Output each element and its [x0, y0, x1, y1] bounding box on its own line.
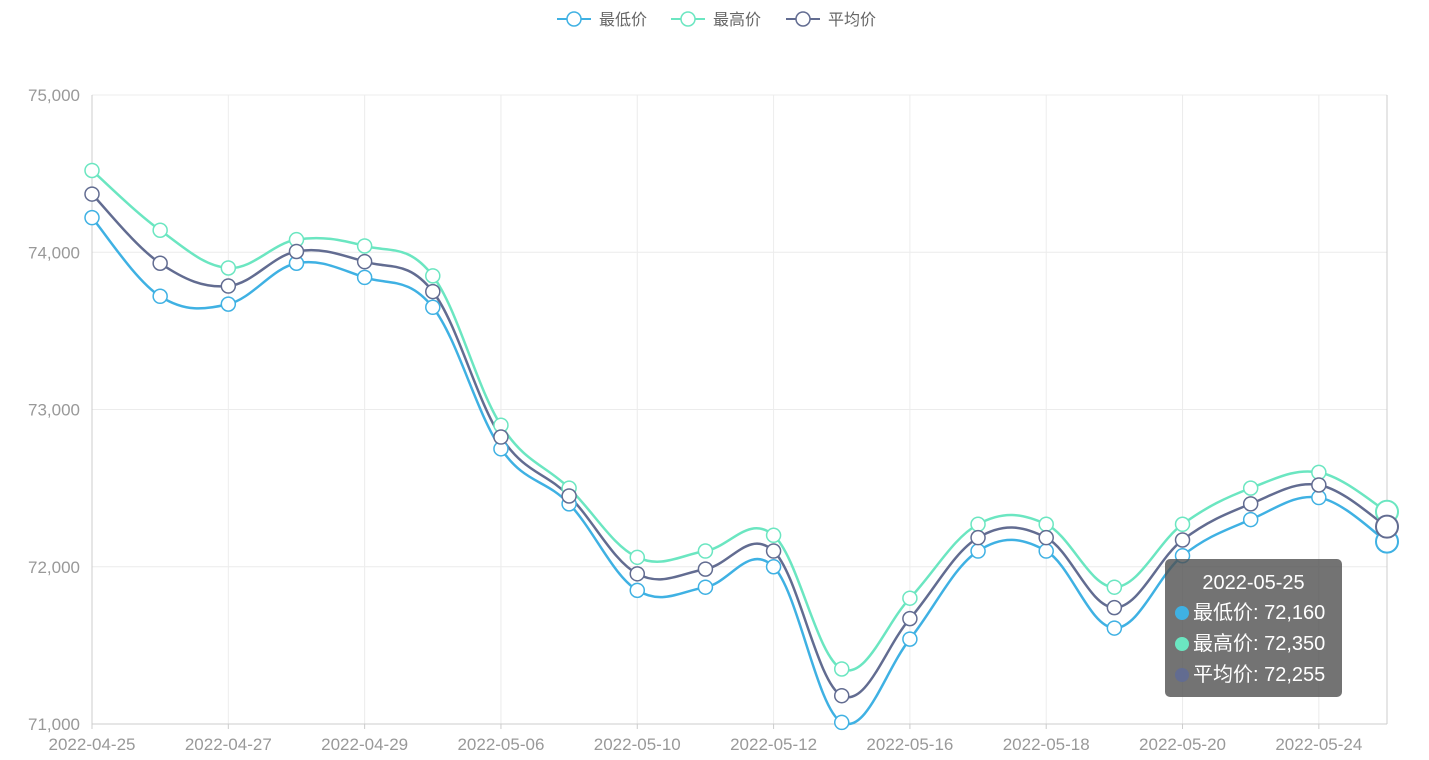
- data-point: [1174, 516, 1191, 533]
- data-point: [629, 582, 646, 599]
- series-line-1: [91, 216, 1388, 726]
- data-point: [1242, 480, 1259, 496]
- y-tick-label: 72,000: [28, 558, 80, 577]
- tooltip-row-avg: 平均价: 72,255: [1175, 660, 1342, 691]
- data-point: [220, 296, 237, 312]
- data-point: [152, 222, 168, 238]
- legend[interactable]: 最低价 最高价 平均价: [557, 11, 876, 29]
- data-point: [356, 238, 373, 254]
- tooltip-row-max: 最高价: 72,350: [1175, 629, 1342, 660]
- data-point: [697, 543, 714, 559]
- data-point: [84, 162, 100, 179]
- data-point: [425, 299, 441, 316]
- y-tick-label: 75,000: [28, 86, 80, 105]
- x-tick-label: 2022-04-27: [185, 735, 272, 754]
- data-point: [902, 610, 918, 627]
- data-point: [1038, 529, 1054, 546]
- tooltip-row-min: 最低价: 72,160: [1175, 598, 1342, 629]
- data-point: [629, 566, 646, 582]
- data-point: [1242, 496, 1259, 512]
- data-point: [902, 631, 918, 647]
- series-line-3: [91, 193, 1388, 699]
- data-point: [561, 488, 577, 504]
- tooltip-title: 2022-05-25: [1202, 572, 1305, 594]
- data-point: [697, 579, 714, 595]
- tooltip-label-max: 最高价: 72,350: [1193, 633, 1326, 655]
- axes: 71,000 72,000 73,000 74,000 75,000 2022-04-25…: [28, 86, 1388, 754]
- data-point: [84, 186, 100, 202]
- data-point: [970, 529, 986, 546]
- x-tick-label: 2022-05-20: [1139, 735, 1226, 754]
- data-point: [629, 549, 646, 566]
- data-point: [356, 269, 373, 286]
- x-tick-label: 2022-05-10: [594, 735, 681, 754]
- series-line-2: [91, 169, 1388, 672]
- y-tick-label: 74,000: [28, 243, 80, 262]
- x-tick-label: 2022-05-12: [730, 735, 817, 754]
- data-point: [220, 260, 237, 276]
- legend-label: 平均价: [828, 11, 876, 29]
- tooltip-dot-avg: [1175, 668, 1189, 682]
- data-point: [1038, 543, 1054, 559]
- legend-label: 最高价: [713, 11, 761, 29]
- data-point: [765, 527, 782, 544]
- data-point: [493, 429, 509, 445]
- tooltip: 2022-05-25 最低价: 72,160 最高价: 72,350 平均价: …: [1165, 559, 1342, 697]
- data-point: [1106, 620, 1123, 636]
- y-tick-label: 71,000: [28, 715, 80, 734]
- data-point: [902, 590, 918, 606]
- data-point: [765, 543, 782, 559]
- data-point: [220, 278, 237, 294]
- legend-circle-icon: [680, 11, 696, 27]
- tooltip-dot-min: [1175, 606, 1189, 620]
- data-point: [833, 687, 850, 704]
- legend-item-3[interactable]: 平均价: [786, 11, 876, 29]
- data-point: [1242, 511, 1259, 528]
- x-tick-label: 2022-04-25: [49, 735, 136, 754]
- data-point: [152, 255, 168, 272]
- data-point: [697, 561, 714, 577]
- data-point: [970, 516, 986, 533]
- tooltip-label-avg: 平均价: 72,255: [1193, 664, 1326, 686]
- legend-circle-icon: [566, 11, 582, 27]
- x-tick-label: 2022-05-24: [1275, 735, 1362, 754]
- data-point: [1375, 514, 1399, 539]
- x-tick-label: 2022-05-18: [1003, 735, 1090, 754]
- x-tick-label: 2022-04-29: [321, 735, 408, 754]
- series-lines: [91, 169, 1388, 726]
- data-point: [84, 209, 100, 226]
- y-tick-label: 73,000: [28, 401, 80, 420]
- data-point: [833, 661, 850, 677]
- data-point: [1174, 532, 1191, 548]
- data-point: [833, 714, 850, 731]
- data-point: [1038, 516, 1054, 533]
- legend-item-1[interactable]: 最低价: [557, 11, 647, 29]
- x-tick-label: 2022-05-06: [457, 735, 544, 754]
- data-point: [288, 243, 305, 260]
- data-point: [356, 253, 373, 270]
- data-point: [425, 283, 441, 300]
- data-point: [1106, 579, 1123, 595]
- data-point: [1106, 599, 1123, 616]
- data-point: [1311, 477, 1327, 493]
- data-point: [765, 559, 782, 575]
- data-point: [970, 543, 986, 559]
- data-point: [425, 268, 441, 284]
- data-point: [152, 288, 168, 305]
- legend-circle-icon: [795, 11, 811, 27]
- legend-label: 最低价: [599, 11, 647, 29]
- x-tick-label: 2022-05-16: [866, 735, 953, 754]
- legend-item-2[interactable]: 最高价: [671, 11, 761, 29]
- tooltip-label-min: 最低价: 72,160: [1193, 602, 1326, 624]
- tooltip-dot-max: [1175, 637, 1189, 651]
